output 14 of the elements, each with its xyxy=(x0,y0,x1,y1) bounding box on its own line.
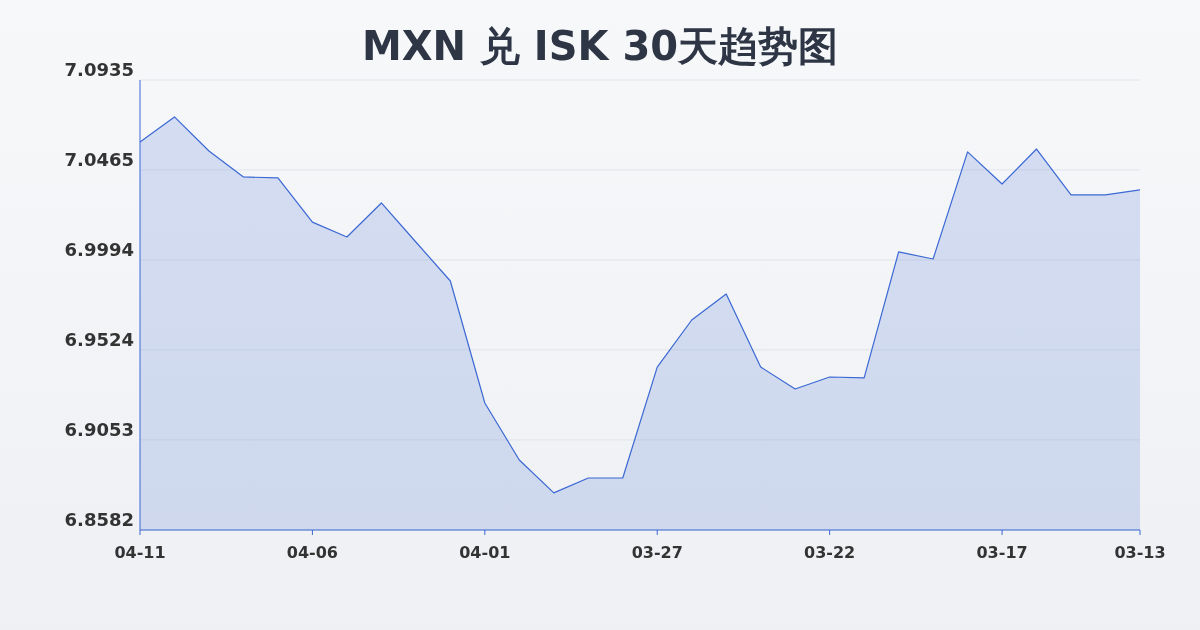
x-tick-label: 04-06 xyxy=(286,543,338,562)
x-tick-label: 03-27 xyxy=(631,543,683,562)
x-tick-label: 03-13 xyxy=(1114,543,1166,562)
y-tick-label: 6.9524 xyxy=(64,328,134,350)
x-tick-label: 04-11 xyxy=(114,543,166,562)
x-tick-label: 03-22 xyxy=(804,543,856,562)
y-tick-label: 6.8582 xyxy=(64,509,134,530)
y-tick-label: 7.0935 xyxy=(64,59,134,80)
y-tick-label: 7.0465 xyxy=(64,148,134,170)
y-tick-label: 6.9994 xyxy=(64,238,134,260)
x-tick-label: 03-17 xyxy=(976,543,1028,562)
x-tick-label: 04-01 xyxy=(459,543,511,562)
y-tick-label: 6.9053 xyxy=(64,418,134,440)
chart-title: MXN 兑 ISK 30天趋势图 xyxy=(361,23,839,69)
